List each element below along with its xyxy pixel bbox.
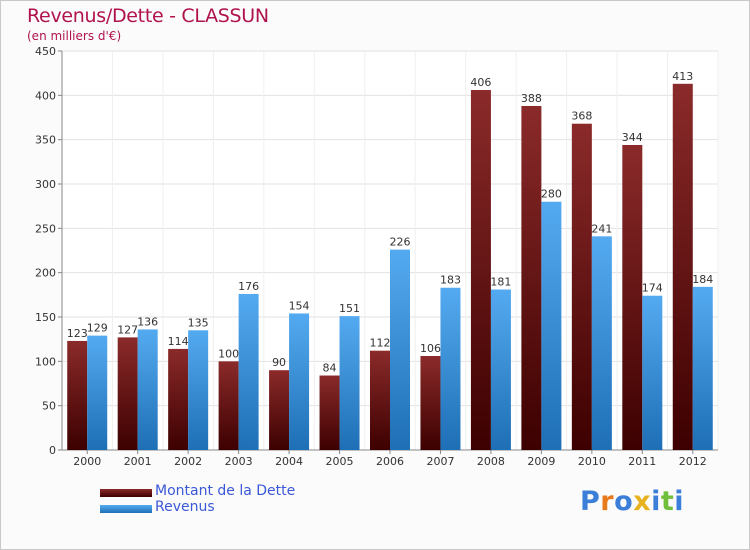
- bar-debt-2002: [168, 348, 189, 450]
- value-label-revenus-2011: 174: [642, 282, 663, 295]
- x-tick-label: 2000: [73, 455, 101, 468]
- x-tick-label: 2011: [628, 455, 656, 468]
- x-tick-label: 2004: [275, 455, 303, 468]
- value-label-revenus-2005: 151: [339, 302, 360, 315]
- value-label-debt-2010: 368: [571, 110, 592, 123]
- y-tick-label: 350: [35, 134, 56, 147]
- y-tick-label: 50: [42, 400, 56, 413]
- value-label-debt-2009: 388: [521, 92, 542, 105]
- y-tick-label: 0: [49, 444, 56, 457]
- value-label-revenus-2006: 226: [390, 236, 411, 249]
- value-label-revenus-2012: 184: [692, 273, 713, 286]
- x-tick-label: 2009: [527, 455, 555, 468]
- value-label-debt-2011: 344: [622, 131, 643, 144]
- legend-swatch-revenus: [100, 505, 152, 513]
- value-label-revenus-2003: 176: [238, 280, 259, 293]
- bar-revenus-2006: [390, 249, 410, 450]
- value-label-debt-2000: 123: [67, 327, 88, 340]
- value-label-debt-2007: 106: [420, 342, 441, 355]
- bar-debt-2010: [571, 123, 592, 450]
- value-label-revenus-2000: 129: [87, 322, 108, 335]
- bar-debt-2012: [672, 83, 693, 450]
- y-tick-label: 450: [35, 45, 56, 58]
- bar-debt-2008: [470, 90, 491, 450]
- bar-revenus-2008: [490, 289, 511, 450]
- x-tick-label: 2012: [679, 455, 707, 468]
- bar-revenus-2009: [541, 201, 562, 450]
- value-label-debt-2003: 100: [218, 347, 239, 360]
- bars: [67, 83, 713, 451]
- bar-debt-2004: [269, 370, 290, 450]
- x-tick-label: 2008: [477, 455, 505, 468]
- bar-revenus-2004: [289, 313, 310, 450]
- bar-debt-2009: [521, 105, 542, 451]
- y-tick-label: 250: [35, 222, 56, 235]
- proxiti-logo: Proxiti: [580, 486, 685, 517]
- value-label-revenus-2007: 183: [440, 274, 461, 287]
- value-label-revenus-2002: 135: [188, 316, 209, 329]
- legend-label-revenus: Revenus: [155, 499, 215, 515]
- x-tick-label: 2010: [578, 455, 606, 468]
- bar-revenus-2012: [692, 286, 713, 450]
- x-tick-label: 2001: [124, 455, 152, 468]
- bar-revenus-2010: [591, 236, 612, 450]
- x-tick-label: 2005: [326, 455, 354, 468]
- chart-title: Revenus/Dette - CLASSUN: [27, 5, 269, 27]
- value-label-revenus-2009: 280: [541, 188, 562, 201]
- y-tick-label: 100: [35, 355, 56, 368]
- chart-subtitle: (en milliers d'€): [27, 29, 122, 43]
- value-label-revenus-2010: 241: [591, 222, 612, 235]
- x-tick-label: 2003: [225, 455, 253, 468]
- value-label-debt-2002: 114: [168, 335, 189, 348]
- bar-revenus-2011: [642, 295, 663, 450]
- value-label-revenus-2004: 154: [289, 299, 310, 312]
- bar-debt-2000: [67, 340, 88, 450]
- bar-revenus-2002: [188, 330, 209, 450]
- bar-revenus-2007: [440, 287, 461, 450]
- bar-revenus-2001: [137, 329, 158, 450]
- value-label-debt-2004: 90: [272, 356, 286, 369]
- bar-revenus-2000: [87, 335, 108, 450]
- value-label-debt-2012: 413: [672, 70, 693, 83]
- bar-revenus-2005: [339, 316, 360, 450]
- y-tick-label: 300: [35, 178, 56, 191]
- value-label-debt-2005: 84: [323, 362, 337, 375]
- value-label-debt-2006: 112: [370, 337, 391, 350]
- x-tick-label: 2002: [174, 455, 202, 468]
- value-label-revenus-2001: 136: [137, 315, 158, 328]
- legend-swatch-debt: [100, 489, 152, 497]
- bar-debt-2005: [319, 375, 340, 450]
- legend-label-debt: Montant de la Dette: [155, 483, 296, 499]
- bar-debt-2003: [218, 361, 239, 450]
- bar-revenus-2003: [238, 293, 259, 450]
- bar-debt-2011: [622, 144, 643, 450]
- bar-debt-2007: [420, 356, 441, 450]
- x-tick-label: 2006: [376, 455, 404, 468]
- value-label-debt-2008: 406: [470, 76, 491, 89]
- y-tick-label: 200: [35, 267, 56, 280]
- bar-debt-2006: [370, 350, 390, 450]
- value-label-debt-2001: 127: [117, 323, 138, 336]
- bar-debt-2001: [117, 337, 138, 450]
- value-label-revenus-2008: 181: [490, 276, 511, 289]
- x-tick-label: 2007: [426, 455, 454, 468]
- y-tick-label: 400: [35, 89, 56, 102]
- y-tick-label: 150: [35, 311, 56, 324]
